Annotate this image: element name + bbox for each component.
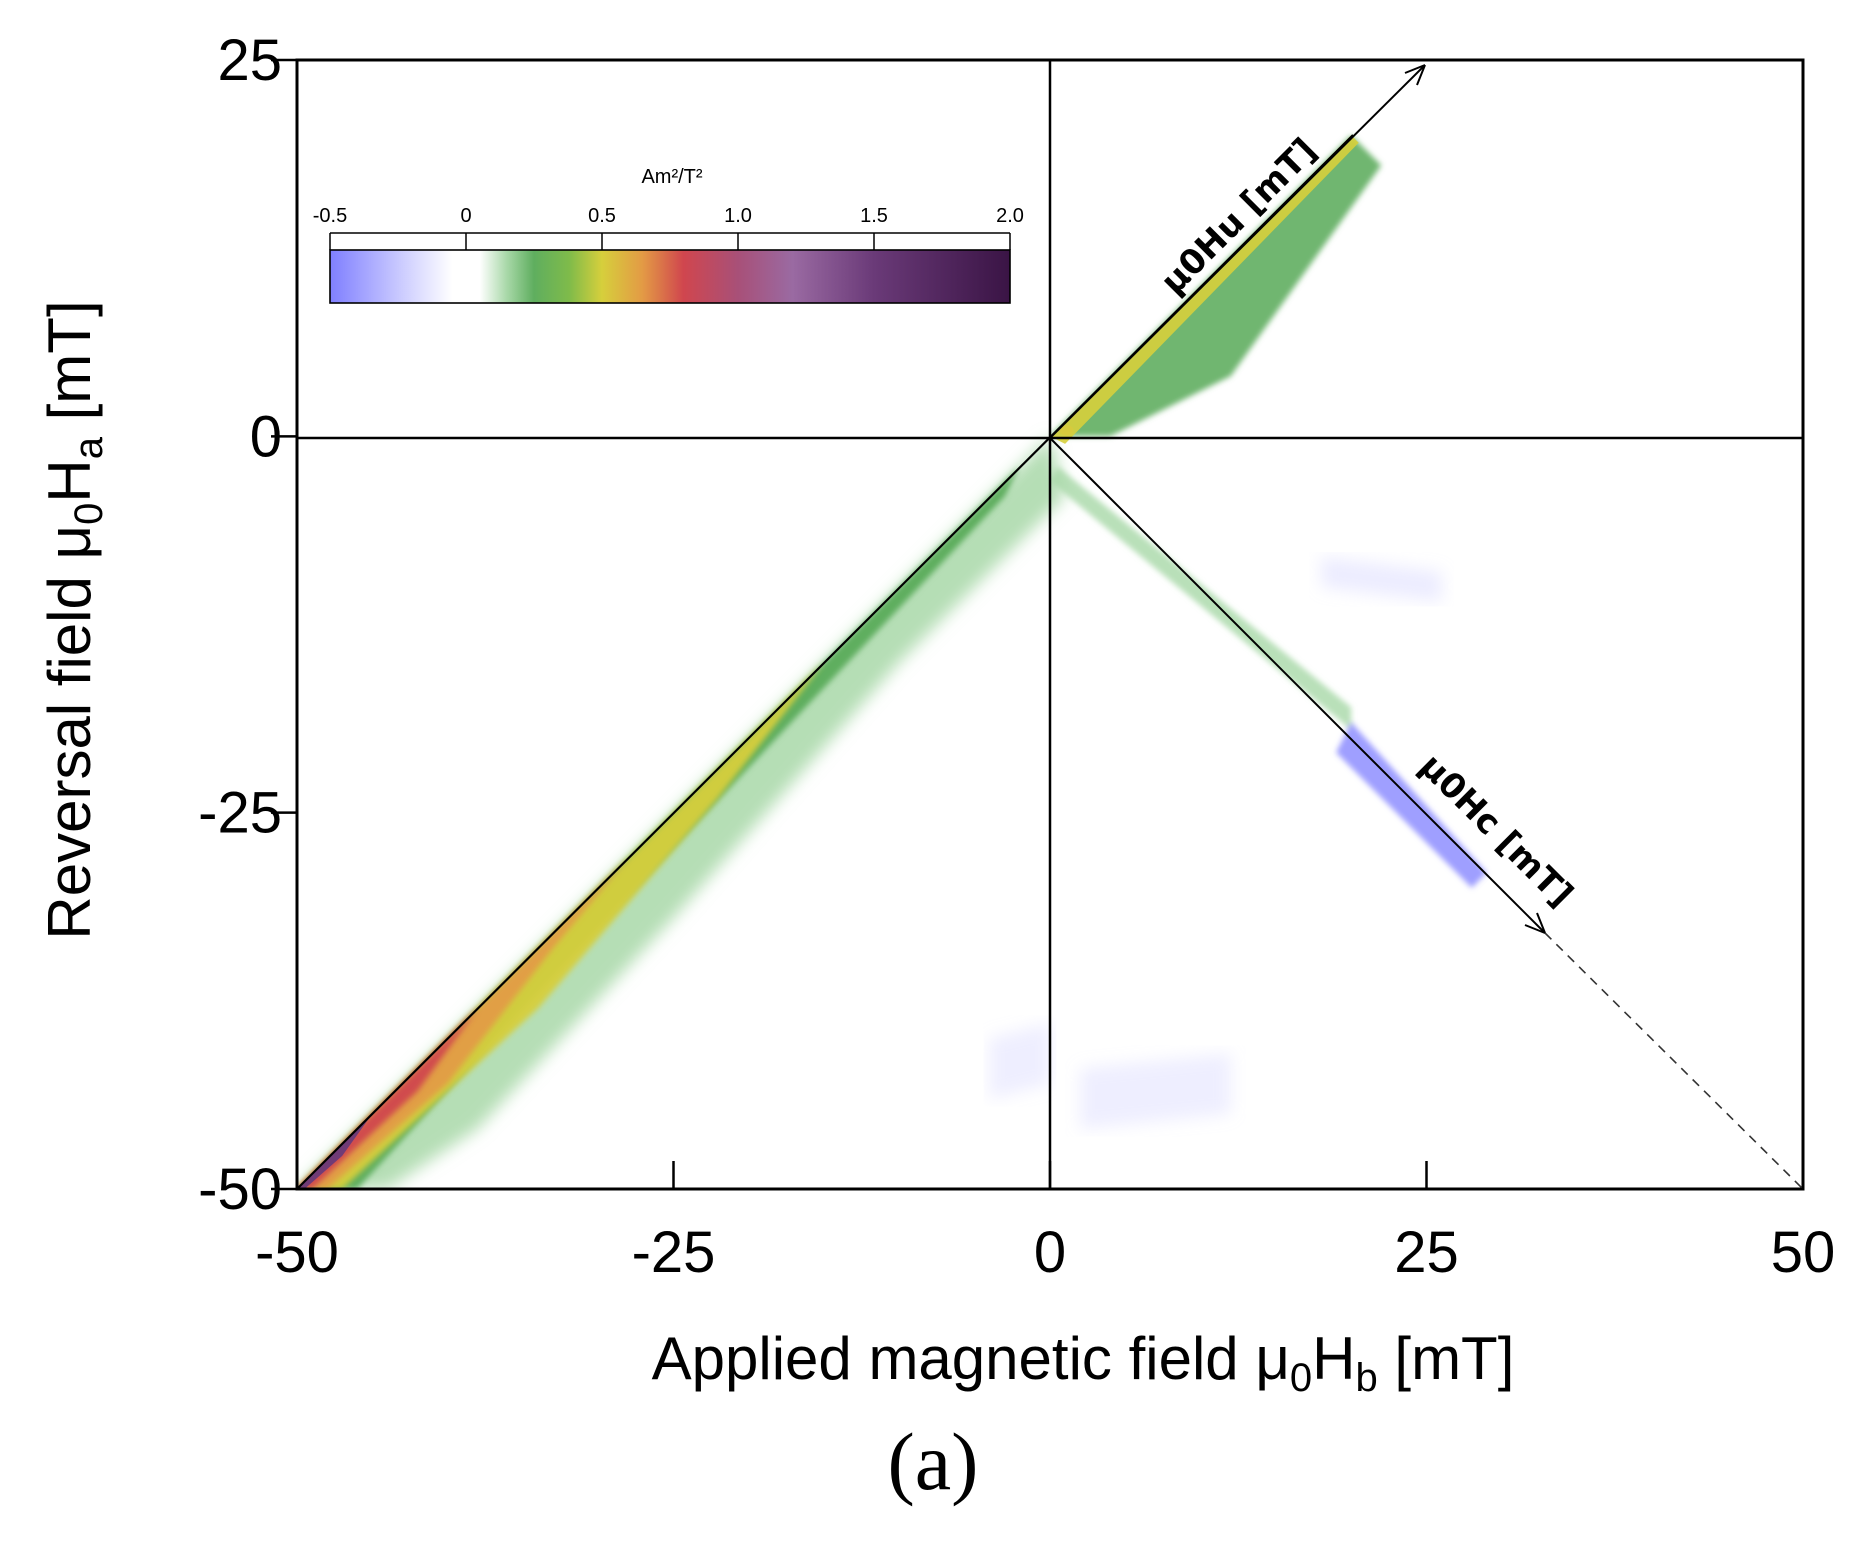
colorbar-tick-label: 1.5 xyxy=(860,205,888,227)
y-axis: 25 0 -25 -50 xyxy=(198,28,297,1222)
x-tick-label: 0 xyxy=(1034,1220,1066,1285)
y-axis-title: Reversal field μ0Ha [mT] xyxy=(36,300,111,939)
x-axis-title: Applied magnetic field μ0Hb [mT] xyxy=(652,1325,1515,1400)
colorbar-ticks: -0.5 0 0.5 1.0 1.5 2.0 xyxy=(313,205,1024,250)
colorbar-unit-label: Am²/T² xyxy=(641,166,702,188)
negative-patch xyxy=(989,1023,1050,1099)
colorbar-tick-label: 0.5 xyxy=(588,205,616,227)
hu-axis-arrow xyxy=(1049,64,1426,439)
colorbar-tick-label: -0.5 xyxy=(313,205,347,227)
panel-label: (a) xyxy=(887,1416,979,1507)
hc-negative-streak xyxy=(1336,722,1487,888)
upper-ridge-yellow xyxy=(1050,135,1359,444)
y-tick-label: 0 xyxy=(250,404,282,469)
y-tick-label: 25 xyxy=(217,28,282,93)
y-tick-label: -25 xyxy=(198,781,282,846)
negative-patch xyxy=(1080,1053,1231,1129)
negative-patch xyxy=(1321,556,1442,602)
y-tick-label: -50 xyxy=(198,1157,282,1222)
x-axis: -50 -25 0 25 50 xyxy=(255,1161,1835,1285)
x-tick-label: 50 xyxy=(1771,1220,1836,1285)
colorbar-tick-label: 1.0 xyxy=(724,205,752,227)
x-tick-label: 25 xyxy=(1394,1220,1459,1285)
colorbar-tick-label: 2.0 xyxy=(996,205,1024,227)
colorbar-tick-label: 0 xyxy=(460,205,471,227)
hc-green-streak xyxy=(1050,466,1352,730)
x-tick-label: -50 xyxy=(255,1220,339,1285)
hc-axis-arrow xyxy=(1049,437,1546,934)
x-tick-label: -25 xyxy=(632,1220,716,1285)
colorbar: Am²/T² -0.5 0 0.5 1.0 1.5 2.0 xyxy=(313,166,1024,304)
colorbar-bar xyxy=(329,249,1011,304)
hc-axis-dashed-extension xyxy=(1544,932,1804,1190)
